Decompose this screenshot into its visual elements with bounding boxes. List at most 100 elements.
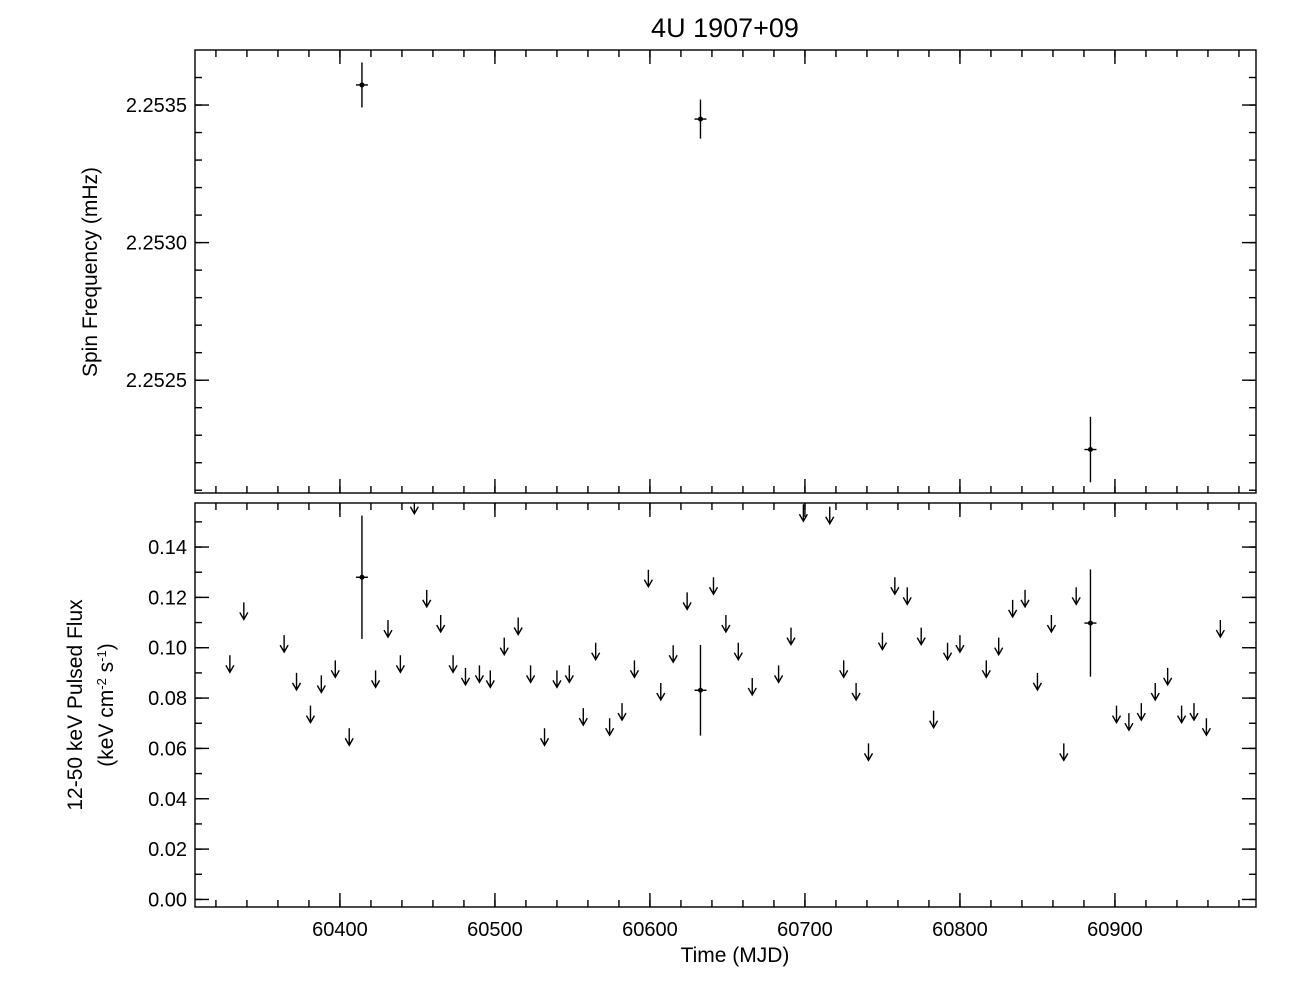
- upper-limit-arrow: [539, 728, 550, 747]
- upper-limit-arrow: [721, 615, 731, 634]
- upper-limit-arrow: [605, 718, 615, 737]
- upper-limit-arrow: [863, 743, 874, 762]
- y-axis-label-units: (keV cm-2 s-1): [94, 643, 119, 766]
- upper-limit-arrow: [279, 635, 289, 654]
- x-tick-label: 60400: [312, 919, 368, 941]
- x-axis-label: Time (MJD): [681, 944, 790, 967]
- upper-limit-arrow: [1124, 713, 1134, 732]
- y-tick-label: 0.06: [148, 738, 187, 760]
- upper-limit-arrow: [448, 655, 458, 674]
- x-tick-label: 60900: [1087, 919, 1143, 941]
- upper-limit-arrow: [1032, 672, 1043, 692]
- upper-limit-arrow: [474, 665, 485, 684]
- upper-limit-arrow: [668, 645, 678, 664]
- upper-limit-arrow: [485, 670, 495, 689]
- upper-limit-arrow: [890, 577, 900, 596]
- label-part: (keV cm: [95, 690, 118, 767]
- plot-frame: [194, 502, 1257, 908]
- data-point: [1087, 447, 1093, 453]
- upper-limit-arrow: [942, 642, 953, 662]
- y-axis-label: Spin Frequency (mHz): [79, 167, 102, 377]
- upper-limit-arrow: [1059, 743, 1069, 762]
- upper-limit-arrow: [682, 592, 692, 611]
- upper-limit-arrow: [928, 710, 939, 730]
- y-axis-label: 12-50 keV Pulsed Flux: [64, 599, 87, 811]
- upper-limit-arrow: [981, 660, 991, 679]
- upper-limit-arrow: [643, 569, 653, 589]
- upper-limit-arrow: [1176, 705, 1187, 725]
- x-tick-label: 60700: [777, 919, 833, 941]
- upper-limit-arrow: [656, 682, 666, 702]
- upper-limit-arrow: [798, 504, 808, 523]
- x-tick-label: 60500: [467, 919, 523, 941]
- y-tick-label: 0.00: [148, 889, 187, 911]
- y-tick-label: 0.02: [148, 839, 187, 861]
- upper-limit-arrow: [1046, 615, 1057, 634]
- upper-limit-arrow: [305, 705, 316, 725]
- data-point: [697, 116, 703, 122]
- upper-limit-arrow: [1189, 703, 1199, 722]
- upper-limit-arrow: [291, 672, 302, 692]
- y-tick-label: 2.2530: [126, 233, 187, 255]
- upper-limit-arrow: [733, 642, 743, 662]
- label-part: ): [95, 643, 118, 650]
- upper-limit-arrow: [955, 635, 965, 654]
- upper-limit-arrow: [525, 665, 536, 684]
- upper-limit-arrow: [708, 577, 719, 596]
- data-point: [359, 574, 365, 580]
- x-tick-label: 60600: [622, 919, 678, 941]
- upper-limit-arrow: [513, 617, 523, 636]
- y-tick-label: 0.04: [148, 789, 187, 811]
- chart-title: 4U 1907+09: [651, 13, 799, 43]
- upper-limit-arrow: [994, 637, 1004, 657]
- y-tick-label: 0.10: [148, 638, 187, 660]
- upper-limit-arrow: [370, 670, 381, 689]
- y-tick-label: 0.14: [148, 537, 187, 559]
- y-tick-label: 2.2525: [126, 370, 187, 392]
- plot-area: [225, 503, 1225, 762]
- upper-limit-arrow: [839, 660, 849, 679]
- upper-limit-arrow: [436, 615, 446, 634]
- upper-limit-arrow: [578, 708, 588, 727]
- upper-limit-arrow: [1215, 620, 1225, 639]
- plot-frame: [194, 49, 1257, 494]
- upper-limit-arrow: [395, 655, 405, 674]
- upper-limit-arrow: [1201, 718, 1212, 737]
- data-point: [1087, 620, 1093, 626]
- upper-limit-arrow: [499, 637, 509, 657]
- upper-limit-arrow: [617, 703, 627, 722]
- upper-limit-arrow: [564, 665, 574, 684]
- upper-limit-arrow: [1136, 703, 1146, 722]
- upper-limit-arrow: [1150, 682, 1160, 702]
- upper-limit-arrow: [225, 655, 235, 674]
- upper-limit-arrow: [591, 642, 601, 662]
- upper-limit-arrow: [1163, 667, 1173, 687]
- upper-limit-arrow: [877, 632, 888, 652]
- upper-limit-arrow: [851, 682, 861, 702]
- y-tick-label: 0.08: [148, 688, 187, 710]
- upper-limit-arrow: [629, 660, 640, 679]
- upper-limit-arrow: [422, 589, 432, 609]
- upper-limit-arrow: [1111, 705, 1122, 725]
- upper-limit-arrow: [1071, 587, 1081, 606]
- label-part: s: [95, 662, 118, 678]
- plot-area: [355, 62, 1097, 483]
- upper-limit-arrow: [460, 667, 471, 687]
- superscript: -1: [94, 650, 109, 662]
- upper-limit-arrow: [316, 675, 326, 694]
- data-point: [697, 687, 703, 693]
- upper-limit-arrow: [1008, 599, 1018, 619]
- upper-limit-arrow: [773, 665, 784, 684]
- x-tick-label: 60800: [932, 919, 988, 941]
- upper-limit-arrow: [825, 506, 835, 526]
- y-tick-label: 2.2535: [126, 95, 187, 117]
- upper-limit-arrow: [786, 627, 796, 647]
- data-point: [359, 82, 365, 88]
- y-tick-label: 0.12: [148, 587, 187, 609]
- upper-limit-arrow: [552, 670, 562, 689]
- upper-limit-arrow: [1020, 589, 1030, 609]
- upper-limit-arrow: [330, 660, 340, 679]
- upper-limit-arrow: [916, 627, 926, 647]
- upper-limit-arrow: [239, 602, 249, 621]
